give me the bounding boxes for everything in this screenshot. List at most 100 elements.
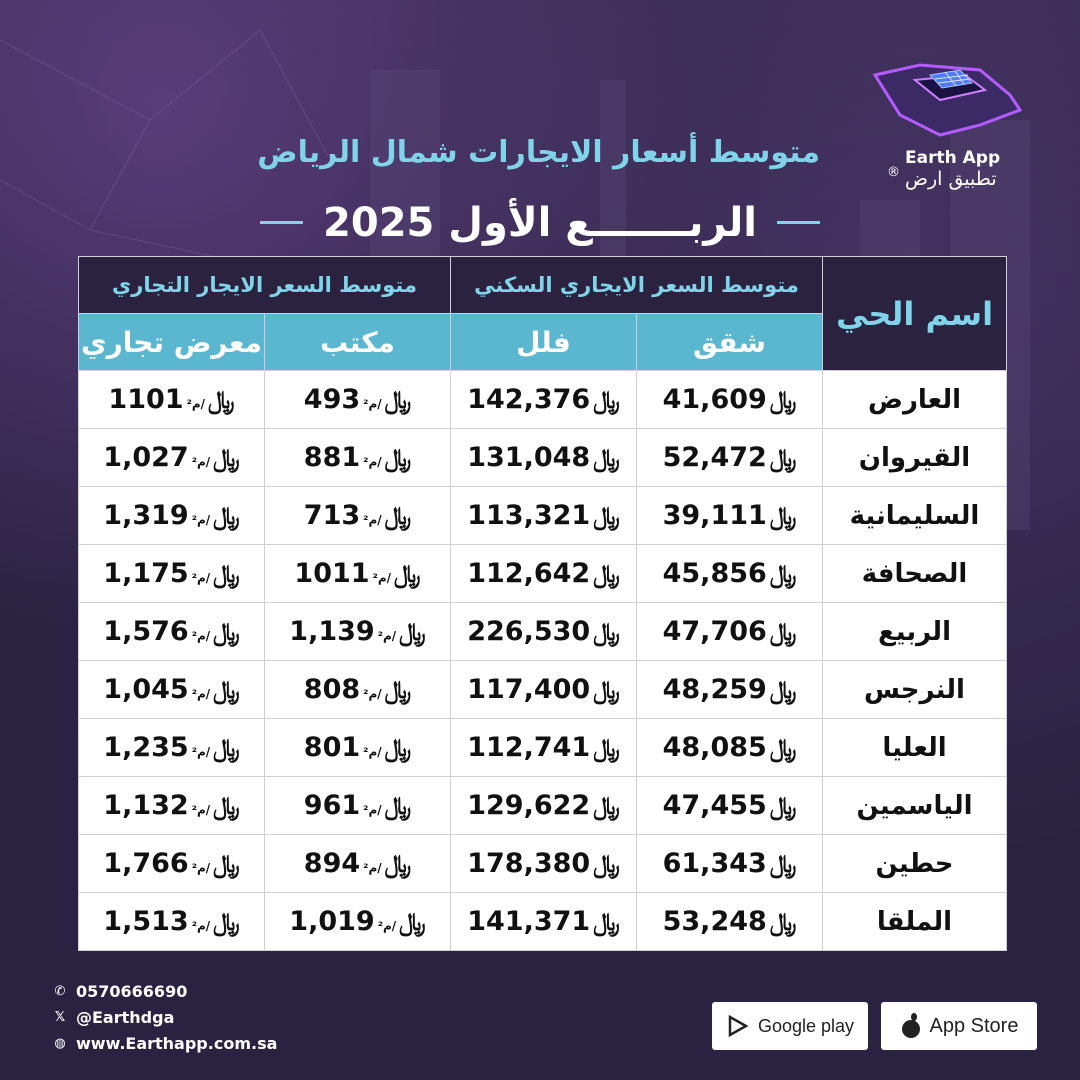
per-sqm-unit: /م²	[363, 455, 382, 469]
showroom-value: 1101 ﷼/م²	[78, 370, 265, 429]
subtitle-dash-right	[260, 221, 304, 224]
apple-icon	[901, 1013, 920, 1038]
riyal-icon: ﷼	[213, 734, 240, 762]
villas-value: 141,371 ﷼	[450, 892, 637, 951]
riyal-icon: ﷼	[213, 792, 240, 820]
office-value: 1,019 ﷼/م²	[264, 892, 451, 951]
villas-value: 112,741 ﷼	[450, 718, 637, 777]
apartments-value: 41,609 ﷼	[636, 370, 823, 429]
subtitle-dash-left	[776, 221, 820, 224]
riyal-icon: ﷼	[213, 850, 240, 878]
riyal-icon: ﷼	[384, 850, 412, 878]
office-value: 881 ﷼/م²	[264, 428, 451, 487]
per-sqm-unit: /م²	[191, 571, 211, 585]
neighborhood-name-header: اسم الحي	[822, 256, 1007, 371]
riyal-icon: ﷼	[399, 618, 426, 646]
riyal-icon: ﷼	[593, 386, 620, 414]
table-row: الملقا 53,248 ﷼ 141,371 ﷼ 1,019 ﷼/م² 1,513 ﷼…	[78, 892, 1007, 951]
riyal-icon: ﷼	[769, 444, 797, 472]
per-sqm-unit: /م²	[377, 629, 397, 643]
per-sqm-unit: /م²	[191, 513, 211, 527]
neighborhood-name: القيروان	[822, 428, 1007, 487]
social-handle[interactable]: @Earthdga	[76, 1007, 175, 1027]
commercial-group-header: متوسط السعر الايجار التجاري	[78, 256, 451, 314]
riyal-icon: ﷼	[384, 734, 412, 762]
apartments-value: 61,343 ﷼	[636, 834, 823, 893]
per-sqm-unit: /م²	[363, 687, 382, 701]
page-subtitle: الربـــــــع الأول 2025	[323, 199, 757, 246]
showroom-value: 1,576 ﷼/م²	[78, 602, 265, 661]
neighborhood-name: الصحافة	[822, 544, 1007, 603]
villas-value: 112,642 ﷼	[450, 544, 637, 603]
riyal-icon: ﷼	[593, 908, 620, 936]
brand-name-en: Earth App	[905, 148, 1001, 168]
showroom-value: 1,513 ﷼/م²	[78, 892, 265, 951]
saudi-map-solar-icon	[872, 63, 1023, 137]
phone-number[interactable]: 0570666690	[76, 981, 188, 1001]
office-value: 894 ﷼/م²	[264, 834, 451, 893]
phone-line: ✆ 0570666690	[52, 978, 352, 1004]
apartments-value: 53,248 ﷼	[636, 892, 823, 951]
table-row: الياسمين 47,455 ﷼ 129,622 ﷼ 961 ﷼/م² 1,132 ﷼…	[78, 776, 1007, 835]
per-sqm-unit: /م²	[363, 513, 382, 527]
registered-mark: ®	[887, 165, 900, 180]
showroom-value: 1,766 ﷼/م²	[78, 834, 265, 893]
neighborhood-name: النرجس	[822, 660, 1007, 719]
riyal-icon: ﷼	[769, 386, 797, 414]
riyal-icon: ﷼	[769, 792, 797, 820]
per-sqm-unit: /م²	[191, 455, 211, 469]
riyal-icon: ﷼	[384, 502, 412, 530]
office-value: 493 ﷼/م²	[264, 370, 451, 429]
social-line: 𝕏 @Earthdga	[52, 1004, 352, 1030]
apartments-value: 48,085 ﷼	[636, 718, 823, 777]
table-row: السليمانية 39,111 ﷼ 113,321 ﷼ 713 ﷼/م² 1,31…	[78, 486, 1007, 545]
app-store-button[interactable]: App Store	[881, 1002, 1037, 1050]
riyal-icon: ﷼	[593, 734, 620, 762]
riyal-icon: ﷼	[384, 386, 412, 414]
apartments-value: 47,455 ﷼	[636, 776, 823, 835]
riyal-icon: ﷼	[384, 444, 412, 472]
per-sqm-unit: /م²	[191, 803, 211, 817]
riyal-icon: ﷼	[213, 560, 240, 588]
table-row: الصحافة 45,856 ﷼ 112,642 ﷼ 1011 ﷼/م² 1,175 ﷼…	[78, 544, 1007, 603]
column-header-apartments: شقق	[636, 313, 823, 371]
riyal-icon: ﷼	[384, 676, 412, 704]
per-sqm-unit: /م²	[363, 803, 382, 817]
google-play-button[interactable]: Google play	[712, 1002, 868, 1050]
riyal-icon: ﷼	[593, 792, 620, 820]
office-value: 801 ﷼/م²	[264, 718, 451, 777]
neighborhood-name: السليمانية	[822, 486, 1007, 545]
office-value: 713 ﷼/م²	[264, 486, 451, 545]
riyal-icon: ﷼	[208, 386, 235, 414]
website-link[interactable]: www.Earthapp.com.sa	[76, 1033, 278, 1053]
table-row: العارض 41,609 ﷼ 142,376 ﷼ 493 ﷼/م² 1101 ﷼/م²	[78, 370, 1007, 429]
per-sqm-unit: /م²	[363, 861, 382, 875]
riyal-icon: ﷼	[593, 618, 620, 646]
riyal-icon: ﷼	[769, 676, 797, 704]
showroom-value: 1,319 ﷼/م²	[78, 486, 265, 545]
brand-name-ar: تطبيق ارض	[905, 168, 997, 190]
riyal-icon: ﷼	[769, 618, 797, 646]
subtitle-row: الربـــــــع الأول 2025	[260, 195, 820, 250]
table-row: الربيع 47,706 ﷼ 226,530 ﷼ 1,139 ﷼/م² 1,576 ﷼…	[78, 602, 1007, 661]
riyal-icon: ﷼	[213, 502, 240, 530]
per-sqm-unit: /م²	[191, 745, 211, 759]
villas-value: 113,321 ﷼	[450, 486, 637, 545]
per-sqm-unit: /م²	[191, 861, 211, 875]
column-header-office: مكتب	[264, 313, 451, 371]
per-sqm-unit: /م²	[372, 571, 392, 585]
per-sqm-unit: /م²	[191, 687, 211, 701]
google-play-label: Google play	[757, 1015, 855, 1036]
riyal-icon: ﷼	[593, 444, 620, 472]
apartments-value: 48,259 ﷼	[636, 660, 823, 719]
office-value: 961 ﷼/م²	[264, 776, 451, 835]
per-sqm-unit: /م²	[377, 919, 397, 933]
per-sqm-unit: /م²	[363, 745, 382, 759]
rent-table: اسم الحي متوسط السعر الايجاري السكني متو…	[78, 256, 1007, 951]
column-header-showroom: معرض تجاري	[78, 313, 265, 371]
x-instagram-tiktok-icon: 𝕏	[54, 1009, 66, 1025]
table-row: حطين 61,343 ﷼ 178,380 ﷼ 894 ﷼/م² 1,766 ﷼/م²	[78, 834, 1007, 893]
residential-group-header: متوسط السعر الايجاري السكني	[450, 256, 823, 314]
riyal-icon: ﷼	[769, 850, 797, 878]
globe-icon: ◍	[54, 1035, 66, 1051]
